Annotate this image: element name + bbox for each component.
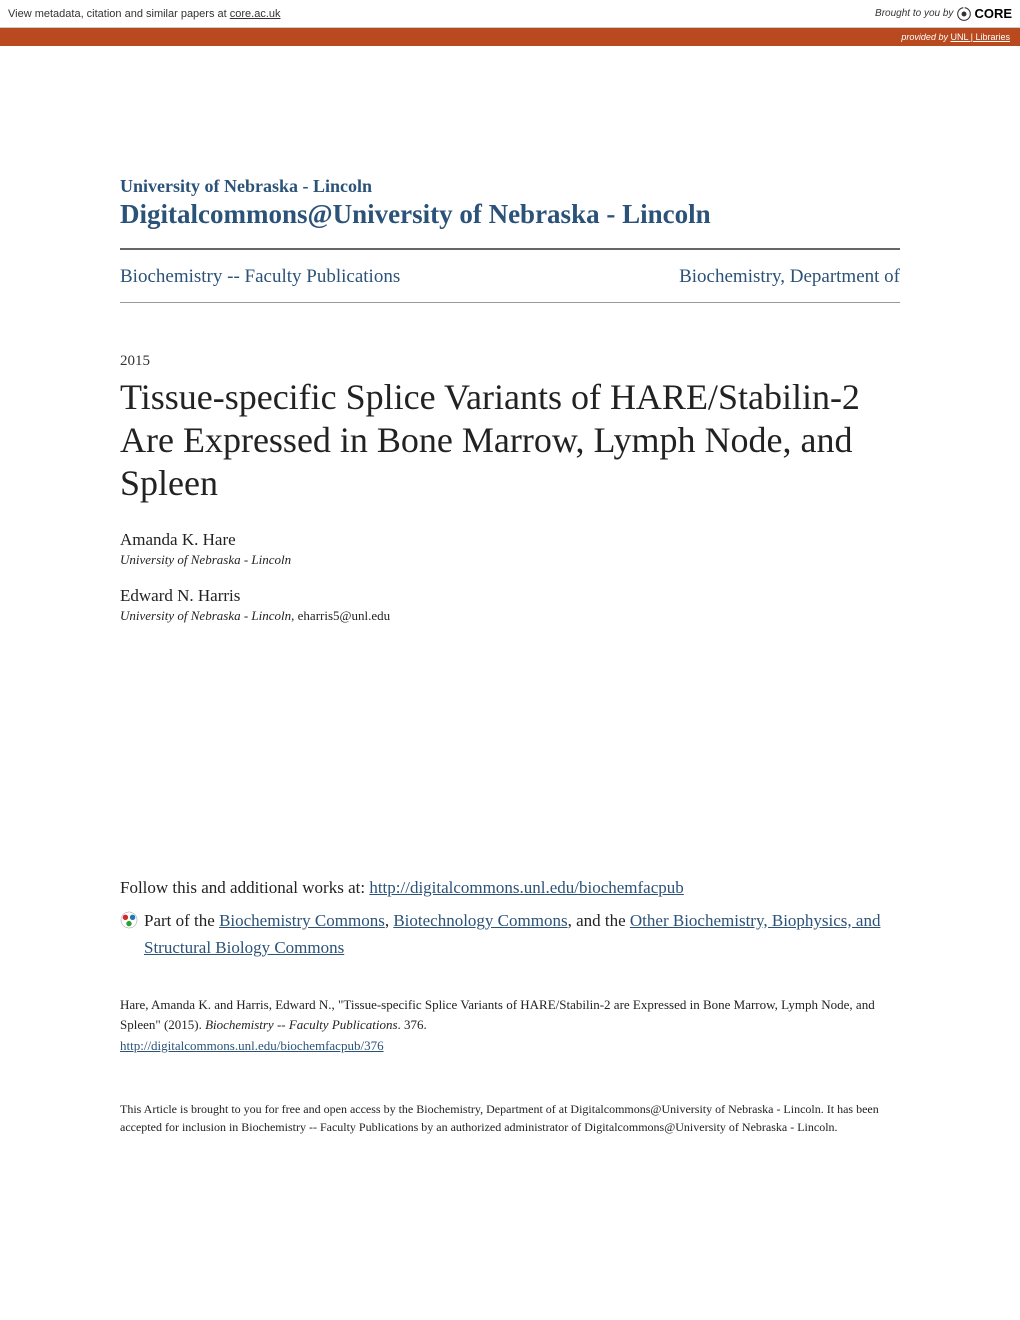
author-email: , eharris5@unl.edu [291, 608, 390, 623]
collection-url[interactable]: http://digitalcommons.unl.edu/biochemfac… [369, 878, 683, 897]
sep2: , and the [568, 911, 630, 930]
paper-title: Tissue-specific Splice Variants of HARE/… [120, 376, 900, 506]
author-name: Amanda K. Hare [120, 530, 900, 550]
banner-left: View metadata, citation and similar pape… [8, 8, 281, 20]
follow-line: Follow this and additional works at: htt… [120, 874, 900, 901]
network-icon [120, 911, 138, 929]
core-logo[interactable]: CORE [957, 6, 1012, 21]
partof-row: Part of the Biochemistry Commons, Biotec… [120, 907, 900, 961]
follow-prefix: Follow this and additional works at: [120, 878, 369, 897]
author-affiliation: University of Nebraska - Lincoln, eharri… [120, 608, 900, 624]
author-affiliation: University of Nebraska - Lincoln [120, 552, 900, 568]
breadcrumb-row: Biochemistry -- Faculty Publications Bio… [120, 252, 900, 302]
divider-thick [120, 248, 900, 250]
collection-link[interactable]: Biochemistry -- Faculty Publications [120, 266, 400, 288]
provider-link[interactable]: UNL | Libraries [950, 32, 1010, 42]
citation-block: Hare, Amanda K. and Harris, Edward N., "… [120, 995, 900, 1056]
access-statement: This Article is brought to you for free … [120, 1100, 900, 1137]
institution-name: University of Nebraska - Lincoln [120, 176, 900, 197]
follow-section: Follow this and additional works at: htt… [120, 874, 900, 962]
provider-bar: provided by UNL | Libraries [0, 28, 1020, 46]
brought-text: Brought to you by [875, 8, 953, 19]
banner-right: Brought to you by CORE [875, 6, 1012, 21]
divider-thin [120, 302, 900, 303]
author-block-1: Amanda K. Hare University of Nebraska - … [120, 530, 900, 568]
partof-prefix: Part of the [144, 911, 219, 930]
publication-year: 2015 [120, 353, 900, 370]
core-label: CORE [974, 6, 1012, 21]
metadata-banner: View metadata, citation and similar pape… [0, 0, 1020, 28]
provided-text: provided by [901, 32, 948, 42]
core-icon [957, 7, 971, 21]
commons-link-2[interactable]: Biotechnology Commons [393, 911, 567, 930]
commons-link-1[interactable]: Biochemistry Commons [219, 911, 385, 930]
affil-text: University of Nebraska - Lincoln [120, 608, 291, 623]
department-link[interactable]: Biochemistry, Department of [679, 266, 900, 288]
author-block-2: Edward N. Harris University of Nebraska … [120, 586, 900, 624]
core-link[interactable]: core.ac.uk [230, 8, 281, 20]
document-content: University of Nebraska - Lincoln Digital… [0, 46, 1020, 1197]
author-name: Edward N. Harris [120, 586, 900, 606]
partof-text: Part of the Biochemistry Commons, Biotec… [144, 907, 900, 961]
affil-text: University of Nebraska - Lincoln [120, 552, 291, 567]
citation-series: Biochemistry -- Faculty Publications [205, 1017, 397, 1032]
repository-name: Digitalcommons@University of Nebraska - … [120, 199, 900, 230]
citation-url[interactable]: http://digitalcommons.unl.edu/biochemfac… [120, 1036, 900, 1056]
banner-prefix-text: View metadata, citation and similar pape… [8, 8, 230, 20]
citation-post: . 376. [398, 1017, 427, 1032]
